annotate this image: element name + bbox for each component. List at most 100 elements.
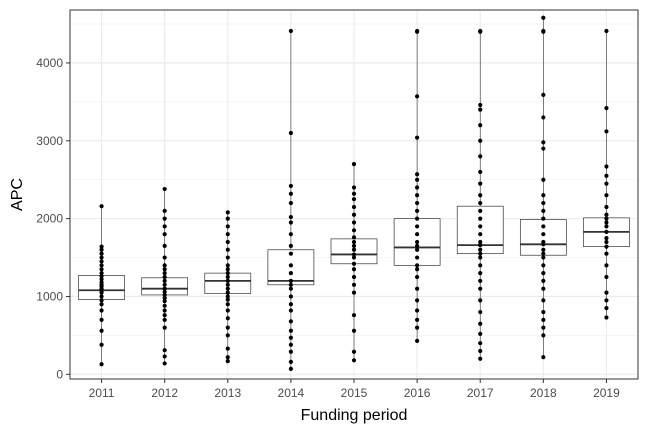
data-point <box>225 308 230 313</box>
y-tick-label: 4000 <box>36 56 63 70</box>
data-point <box>351 282 357 287</box>
data-point <box>541 146 546 151</box>
data-point <box>99 267 104 272</box>
data-point <box>351 197 357 202</box>
data-point <box>478 216 483 221</box>
data-point <box>288 183 293 189</box>
data-point <box>351 328 357 333</box>
data-point <box>541 355 546 360</box>
data-point <box>162 216 167 221</box>
x-tick-label: 2014 <box>278 386 305 400</box>
data-point <box>478 154 483 159</box>
data-point <box>162 208 167 213</box>
data-point <box>225 271 230 276</box>
data-point <box>415 94 420 99</box>
data-point <box>99 317 104 322</box>
data-point <box>225 325 230 330</box>
data-point <box>351 191 357 196</box>
data-point <box>99 259 104 264</box>
x-tick-label: 2015 <box>341 386 368 400</box>
data-point <box>604 229 609 234</box>
data-point <box>225 297 230 302</box>
data-point <box>604 193 609 198</box>
data-point <box>415 267 420 272</box>
data-point <box>225 239 230 245</box>
x-tick-label: 2019 <box>593 386 620 400</box>
data-point <box>604 212 609 217</box>
data-point <box>99 308 104 313</box>
data-point <box>162 325 167 330</box>
data-point <box>541 140 546 145</box>
data-point <box>541 255 546 260</box>
data-point <box>99 328 104 333</box>
data-point <box>478 356 483 361</box>
data-point <box>478 107 483 112</box>
data-point <box>604 164 609 169</box>
data-point <box>604 315 609 320</box>
data-point <box>478 331 483 336</box>
data-point <box>604 204 609 210</box>
x-axis-title: Funding period <box>301 407 408 424</box>
data-point <box>288 359 293 364</box>
data-point <box>288 302 293 307</box>
data-point <box>288 130 293 136</box>
data-point <box>351 261 357 266</box>
data-point <box>351 290 357 295</box>
data-point <box>162 348 167 353</box>
data-point <box>288 220 293 225</box>
data-point <box>99 251 104 256</box>
data-point <box>415 232 420 237</box>
data-point <box>415 263 420 268</box>
data-point <box>604 181 609 186</box>
data-point <box>288 243 293 248</box>
data-point <box>162 224 167 229</box>
data-point <box>288 308 293 313</box>
data-point <box>162 317 167 322</box>
data-point <box>351 212 357 217</box>
data-point <box>162 282 167 287</box>
data-point <box>478 251 483 256</box>
data-point <box>415 308 420 313</box>
data-point <box>225 278 230 284</box>
data-point <box>604 306 609 311</box>
data-point <box>541 200 546 206</box>
data-point <box>604 239 609 245</box>
data-point <box>478 348 483 354</box>
data-point <box>541 286 546 291</box>
data-point <box>415 325 420 330</box>
x-axis: 2011 2012 2013 2014 2015 2016 2017 2018 2019 <box>89 379 620 400</box>
data-point <box>478 271 483 276</box>
data-point <box>415 274 420 280</box>
data-point <box>541 115 546 120</box>
data-point <box>99 280 104 285</box>
y-tick-label: 3000 <box>36 134 63 148</box>
data-point <box>351 274 357 280</box>
data-point <box>478 321 483 326</box>
data-point <box>225 216 230 221</box>
data-point <box>288 232 293 237</box>
data-point <box>604 235 609 241</box>
data-point <box>351 228 357 233</box>
data-point <box>162 354 167 359</box>
data-point <box>604 224 609 229</box>
x-tick-label: 2013 <box>214 386 241 400</box>
data-point <box>162 313 167 318</box>
data-point <box>288 342 293 347</box>
data-point <box>351 255 357 260</box>
data-point <box>288 263 293 268</box>
data-point <box>415 247 420 252</box>
data-point <box>478 247 483 252</box>
data-point <box>162 274 167 280</box>
data-point <box>162 308 167 313</box>
data-point <box>225 316 230 321</box>
data-point <box>351 220 357 225</box>
data-point <box>478 232 483 237</box>
data-point <box>604 244 609 249</box>
data-point <box>415 338 420 343</box>
data-point <box>162 243 167 248</box>
data-point <box>162 292 167 298</box>
data-point <box>225 267 230 272</box>
data-point <box>415 317 420 322</box>
data-point <box>99 302 104 307</box>
